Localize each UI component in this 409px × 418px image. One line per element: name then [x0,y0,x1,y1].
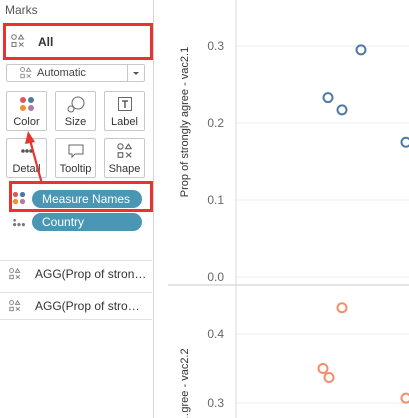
label-icon [117,97,132,111]
agg-measure-label: AGG(Prop of stro… [35,299,140,313]
measure-names-pill[interactable]: Measure Names [32,190,142,208]
chevron-down-icon [127,65,144,81]
size-button-label: Size [64,116,87,128]
marks-all-row[interactable]: All [3,24,148,59]
label-button[interactable]: Label [104,91,145,131]
mark-type-dropdown[interactable]: Automatic [6,64,145,82]
marks-card: Marks All Automatic Color [0,0,154,418]
y-tick-label: 0.2 [207,116,224,130]
tooltip-button-label: Tooltip [59,163,92,175]
y-axis-label: Prop of strongly agree - vac2.1 [179,47,191,197]
y-tick-label: 0.3 [207,396,224,410]
label-button-label: Label [111,116,138,128]
color-button[interactable]: Color [6,91,47,131]
shape-button-label: Shape [108,163,141,175]
agg-measure-row-1[interactable]: AGG(Prop of stron… [0,260,152,287]
marks-all-label: All [38,35,54,49]
y-tick-label: 0.4 [207,327,224,341]
y-tick-label: 0.0 [207,270,224,284]
detail-button-label: Detail [12,163,41,175]
agg-measure-row-2[interactable]: AGG(Prop of stro… [0,292,152,320]
automatic-marks-icon [11,34,25,47]
color-button-label: Color [13,116,40,128]
mark-type-value: Automatic [37,67,86,79]
data-point [355,44,367,56]
data-point [400,392,409,404]
scatter-chart: 0.3 0.2 0.1 0.0 0.4 0.3 Prop of strongly agr… [168,0,409,418]
country-pill[interactable]: Country [32,213,142,231]
data-point [336,302,348,314]
color-icon [12,191,26,205]
data-point [336,104,348,116]
measure-names-label: Measure Names [42,192,131,206]
data-point [400,136,409,148]
automatic-marks-icon [9,268,21,280]
annotation-arrow [25,131,44,185]
data-point [317,363,329,374]
size-button[interactable]: Size [55,91,96,131]
chart-pane-1: 0.3 0.2 0.1 0.0 [207,39,409,284]
agg-measure-label: AGG(Prop of stron… [35,267,147,281]
color-icon [19,97,34,111]
automatic-marks-icon [20,67,32,79]
y-tick-label: 0.3 [207,39,224,53]
tooltip-icon [68,144,83,159]
marks-title: Marks [5,3,38,17]
all-row-highlight [3,23,153,60]
detail-icon [13,218,25,227]
automatic-marks-icon [9,300,21,312]
measure-names-highlight [9,181,153,212]
chart-pane-2: 0.4 0.3 [207,302,409,410]
shape-icon [116,143,132,158]
y-tick-label: 0.1 [207,193,224,207]
tooltip-button[interactable]: Tooltip [55,138,96,178]
data-point [323,371,335,383]
shape-button[interactable]: Shape [104,138,145,178]
y-axis-label: …gree - vac2.2 [179,348,191,418]
size-icon [67,96,84,113]
data-point [322,92,334,104]
detail-icon [20,149,33,153]
detail-button[interactable]: Detail [6,138,47,178]
country-label: Country [42,215,85,229]
